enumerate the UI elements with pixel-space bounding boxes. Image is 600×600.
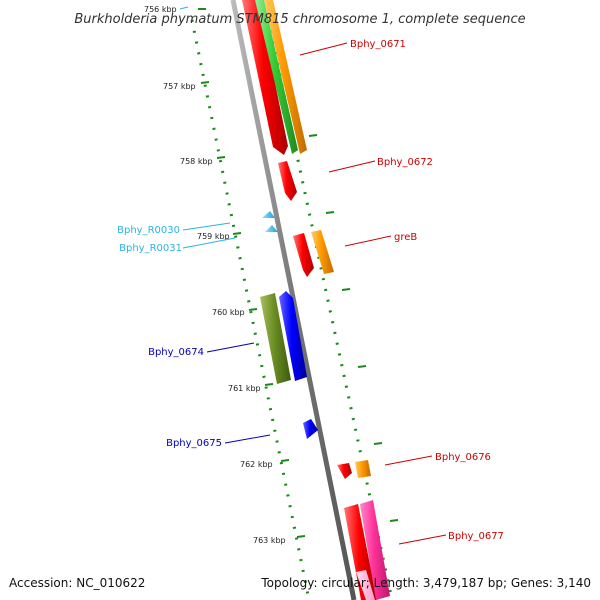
leader-bphy-0674 xyxy=(206,342,255,353)
tick-label-759: 759 kbp xyxy=(197,232,230,241)
tick-label-762: 762 kbp xyxy=(240,460,273,469)
feature-bphy-0672 xyxy=(278,161,297,201)
feature-bphy-0677-red xyxy=(344,504,377,600)
feature-bphy-0676-orange xyxy=(355,460,371,478)
feature-bphy-r0031 xyxy=(265,225,278,232)
leader-bphy-0676 xyxy=(384,455,433,466)
gene-labels: Bphy_0671 Bphy_0672 greB Bphy_R0030 Bphy… xyxy=(117,39,504,542)
feature-bphy-0674-blue xyxy=(279,291,307,381)
leader-bphy-0677 xyxy=(398,534,447,545)
label-greb: greB xyxy=(394,232,417,243)
offscreen-label-leader xyxy=(179,6,189,10)
tick-labels: 756 kbp 757 kbp 758 kbp 759 kbp 760 kbp … xyxy=(144,5,286,545)
leader-greb xyxy=(344,235,392,247)
feature-greb-red xyxy=(293,233,314,277)
feature-bphy-0677-light-pink xyxy=(356,570,375,600)
gene-features xyxy=(242,0,390,600)
feature-bphy-0674-olive xyxy=(260,293,291,384)
label-bphy-0676: Bphy_0676 xyxy=(435,452,491,463)
feature-greb-orange xyxy=(311,230,334,274)
tick-label-756: 756 kbp xyxy=(144,5,177,14)
feature-bphy-0671-red xyxy=(242,0,288,155)
feature-bphy-0675 xyxy=(303,419,318,439)
tick-label-757: 757 kbp xyxy=(163,82,196,91)
tick-label-763: 763 kbp xyxy=(253,536,286,545)
feature-bphy-0676-red xyxy=(337,463,352,479)
label-bphy-r0030: Bphy_R0030 xyxy=(117,225,180,236)
leader-bphy-0675 xyxy=(224,434,271,444)
feature-bphy-0677-pink xyxy=(360,500,390,600)
label-bphy-0677: Bphy_0677 xyxy=(448,531,504,542)
genome-summary-text: Topology: circular; Length: 3,479,187 bp… xyxy=(260,576,591,590)
leader-bphy-r0030 xyxy=(182,222,231,231)
feature-bphy-0671-orange xyxy=(264,0,307,154)
map-title: Burkholderia phymatum STM815 chromosome … xyxy=(74,12,525,27)
tick-label-758: 758 kbp xyxy=(180,157,213,166)
tick-label-760: 760 kbp xyxy=(212,308,245,317)
leader-bphy-r0031 xyxy=(182,237,236,249)
label-bphy-0672: Bphy_0672 xyxy=(377,157,433,168)
accession-text: Accession: NC_010622 xyxy=(9,576,145,590)
feature-bphy-r0030 xyxy=(262,211,275,218)
chromosome-backbone xyxy=(230,0,357,600)
label-leaders xyxy=(182,42,447,545)
leader-bphy-0672 xyxy=(328,160,376,173)
label-bphy-0671: Bphy_0671 xyxy=(350,39,406,50)
label-bphy-r0031: Bphy_R0031 xyxy=(119,243,182,254)
leader-bphy-0671 xyxy=(299,42,348,56)
major-ticks xyxy=(198,8,399,538)
label-bphy-0675: Bphy_0675 xyxy=(166,438,222,449)
label-bphy-0674: Bphy_0674 xyxy=(148,347,204,358)
feature-bphy-0671-green xyxy=(255,0,298,154)
tick-label-761: 761 kbp xyxy=(228,384,261,393)
